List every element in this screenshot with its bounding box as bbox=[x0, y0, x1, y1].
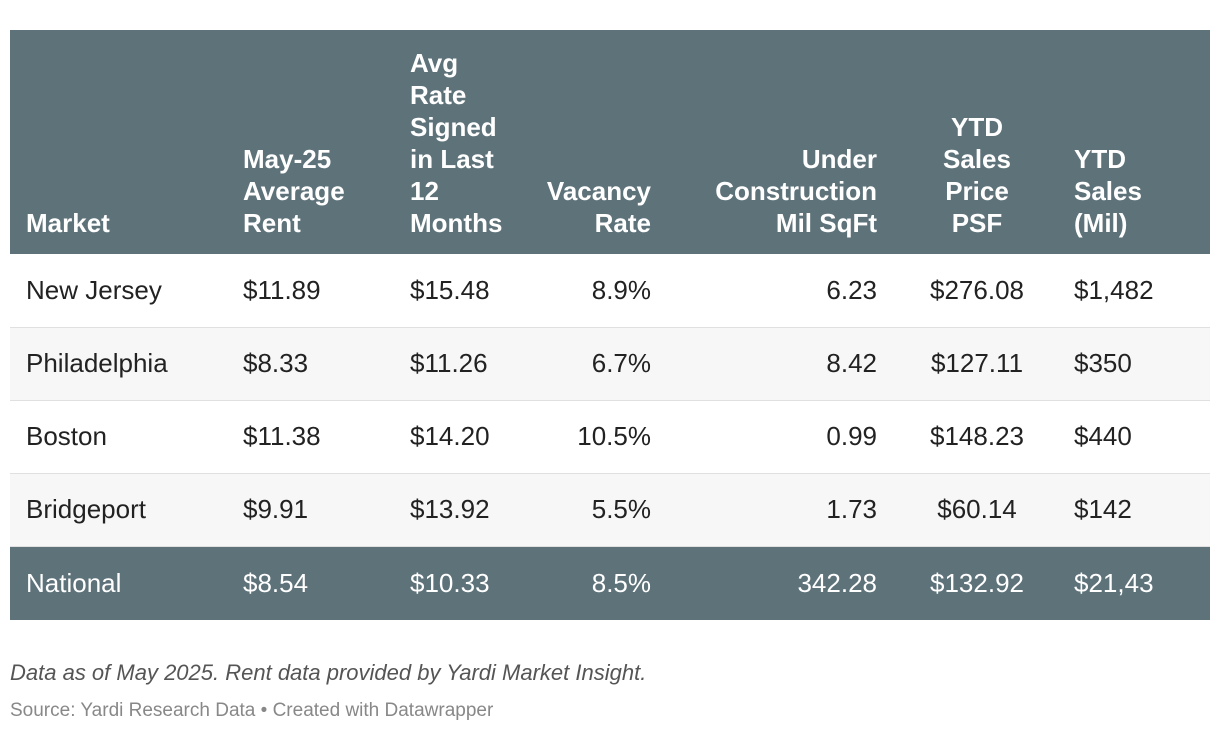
table-cell-average-rent: $9.91 bbox=[243, 494, 309, 524]
table-cell-under-construction: 8.42 bbox=[826, 348, 877, 378]
column-header-vacancy-rate[interactable]: Vacancy Rate bbox=[546, 176, 651, 238]
chart-source: Source: Yardi Research Data • Created wi… bbox=[10, 700, 494, 721]
table-cell-vacancy-rate: 5.5% bbox=[591, 494, 651, 524]
table-cell-ytd-sales-price-psf: $132.92 bbox=[930, 567, 1024, 598]
table-cell-average-rent: $8.54 bbox=[243, 567, 309, 598]
table-cell-ytd-sales-price-psf: $148.23 bbox=[930, 421, 1024, 451]
table-cell-ytd-sales-price-psf: $276.08 bbox=[930, 274, 1024, 305]
column-header-average-rent[interactable]: May-25 Average Rent bbox=[243, 144, 345, 238]
table-cell-ytd-sales: $350 bbox=[1074, 348, 1132, 378]
table-cell-market: Bridgeport bbox=[26, 494, 146, 524]
table-header-row: Market May-25 Average Rent Avg Rate Sign… bbox=[10, 30, 1210, 254]
table-cell-ytd-sales: $142 bbox=[1074, 494, 1132, 524]
column-header-under-construction[interactable]: Under Construction Mil SqFt bbox=[715, 144, 877, 238]
table-row: Bridgeport $9.91 $13.92 5.5% 1.73 $60.14… bbox=[10, 473, 1210, 546]
data-table-container: Market May-25 Average Rent Avg Rate Sign… bbox=[10, 30, 1210, 730]
table-cell-market: Philadelphia bbox=[26, 348, 168, 378]
table-cell-under-construction: 1.73 bbox=[826, 494, 877, 524]
table-row: Philadelphia $8.33 $11.26 6.7% 8.42 $127… bbox=[10, 327, 1210, 400]
table-total-row: National $8.54 $10.33 8.5% 342.28 $132.9… bbox=[10, 546, 1210, 620]
table-cell-ytd-sales-price-psf: $60.14 bbox=[937, 494, 1017, 524]
column-header-ytd-sales[interactable]: YTD Sales (Mil) bbox=[1074, 144, 1142, 238]
column-header-avg-rate-signed[interactable]: Avg Rate Signed in Last 12 Months bbox=[410, 48, 503, 238]
table-row: Boston $11.38 $14.20 10.5% 0.99 $148.23 … bbox=[10, 400, 1210, 473]
column-header-ytd-sales-price-psf[interactable]: YTD Sales Price PSF bbox=[943, 112, 1011, 238]
table-cell-average-rent: $8.33 bbox=[243, 348, 309, 378]
table-cell-market: Boston bbox=[26, 421, 107, 451]
table-cell-under-construction: 342.28 bbox=[797, 567, 877, 598]
table-cell-under-construction: 6.23 bbox=[826, 274, 877, 305]
table-cell-avg-rate-signed: $14.20 bbox=[410, 421, 490, 451]
table-cell-vacancy-rate: 10.5% bbox=[577, 421, 651, 451]
table-cell-avg-rate-signed: $10.33 bbox=[410, 567, 490, 598]
table-cell-vacancy-rate: 8.9% bbox=[591, 274, 651, 305]
table-cell-ytd-sales: $21,43 bbox=[1074, 567, 1154, 598]
table-cell-avg-rate-signed: $15.48 bbox=[410, 274, 490, 305]
table-cell-average-rent: $11.89 bbox=[243, 274, 321, 305]
table-cell-vacancy-rate: 8.5% bbox=[591, 567, 651, 598]
table-cell-market: National bbox=[26, 567, 122, 598]
table-cell-avg-rate-signed: $11.26 bbox=[410, 348, 488, 378]
table-cell-average-rent: $11.38 bbox=[243, 421, 321, 451]
chart-notes: Data as of May 2025. Rent data provided … bbox=[10, 660, 647, 685]
market-table: Market May-25 Average Rent Avg Rate Sign… bbox=[10, 30, 1210, 620]
table-row: New Jersey $11.89 $15.48 8.9% 6.23 $276.… bbox=[10, 254, 1210, 327]
table-cell-market: New Jersey bbox=[26, 274, 162, 305]
table-cell-ytd-sales-price-psf: $127.11 bbox=[930, 348, 1024, 378]
column-header-market[interactable]: Market bbox=[26, 208, 110, 238]
table-cell-ytd-sales: $1,482 bbox=[1074, 274, 1154, 305]
table-cell-avg-rate-signed: $13.92 bbox=[410, 494, 490, 524]
table-cell-under-construction: 0.99 bbox=[826, 421, 877, 451]
table-cell-vacancy-rate: 6.7% bbox=[591, 348, 651, 378]
table-cell-ytd-sales: $440 bbox=[1074, 421, 1132, 451]
